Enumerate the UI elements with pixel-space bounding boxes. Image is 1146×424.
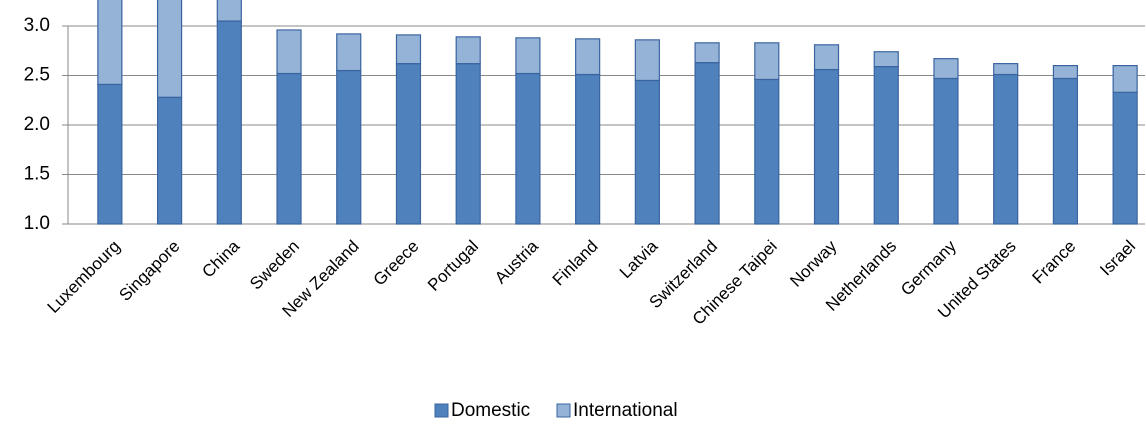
y-tick-label: 2.5 [24, 65, 50, 86]
bar-segment [694, 62, 720, 225]
bar-segment [993, 73, 1019, 225]
x-tick-label: Luxembourg [44, 237, 124, 317]
legend-swatch [556, 403, 571, 418]
x-tick-label: Latvia [616, 236, 662, 282]
x-tick-label: France [1029, 237, 1080, 288]
bar-segment [156, 0, 183, 98]
x-tick-label: Finland [549, 237, 602, 290]
bar-segment [1112, 91, 1138, 225]
x-tick-label: Germany [897, 236, 960, 299]
bar-segment [395, 34, 422, 65]
bar-segment [575, 73, 601, 225]
legend-label: Domestic [451, 400, 530, 421]
bar-segment [873, 51, 899, 68]
bar-segment [97, 0, 123, 86]
bar-segment [813, 44, 840, 71]
bar-segment [754, 78, 780, 225]
bar-segment [276, 72, 302, 225]
bar-segment [395, 63, 422, 225]
bar-segment [813, 68, 840, 225]
bar-segment [754, 42, 780, 81]
bar-segment [216, 20, 242, 225]
bar-segment [1052, 77, 1079, 225]
bar-segment [993, 63, 1019, 76]
x-tick-label: Portugal [424, 237, 482, 295]
bar-segment [336, 33, 362, 72]
bar-segment [97, 83, 123, 225]
x-tick-label: Singapore [115, 237, 183, 305]
legend-label: International [573, 400, 678, 421]
bar-segment [575, 38, 601, 76]
bar-segment [634, 39, 660, 82]
bar-segment [933, 58, 959, 80]
bar-segment [1052, 64, 1079, 80]
y-tick-label: 1.5 [24, 164, 50, 185]
bar-segment [634, 79, 660, 225]
bar-segment [156, 96, 183, 225]
bar-segment [216, 0, 242, 22]
legend-swatch [434, 403, 449, 418]
bar-segment [933, 77, 959, 225]
y-tick-label: 3.0 [24, 15, 50, 36]
bar-segment [336, 69, 362, 225]
bar-segment [455, 63, 481, 225]
x-tick-label: Israel [1096, 237, 1139, 280]
bar-segment [515, 37, 541, 75]
bar-segment [1112, 64, 1138, 93]
x-tick-label: Greece [370, 237, 423, 290]
x-tick-label: Sweden [246, 237, 303, 294]
x-tick-label: Norway [786, 236, 841, 291]
y-tick-label: 2.0 [24, 114, 50, 135]
bar-segment [276, 29, 302, 75]
bar-segment [515, 72, 541, 225]
bar-segment [694, 42, 720, 64]
x-tick-label: China [198, 236, 243, 281]
bar-segment [455, 36, 481, 65]
y-tick-label: 1.0 [24, 213, 50, 234]
x-tick-label: Austria [491, 236, 542, 287]
bar-segment [873, 65, 899, 225]
